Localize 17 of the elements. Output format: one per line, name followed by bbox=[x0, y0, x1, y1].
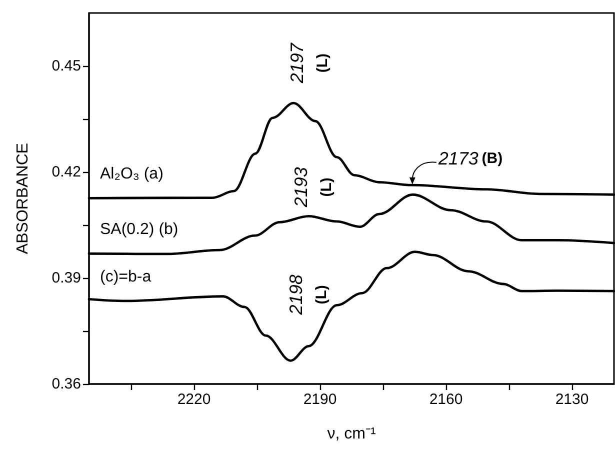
x-tick-label: 2220 bbox=[177, 391, 211, 408]
x-tick-label: 2160 bbox=[429, 391, 463, 408]
annotation: 2193 (L) bbox=[291, 167, 336, 208]
annotation: 2173 (B) bbox=[437, 148, 503, 168]
y-tick-label: 0.45 bbox=[52, 58, 81, 74]
x-tick-label: 2130 bbox=[555, 391, 589, 408]
annotation: 2197 (L) bbox=[287, 42, 332, 84]
x-axis-title: ν, cm⁻¹ bbox=[327, 426, 376, 442]
series-label: SA(0.2) (b) bbox=[100, 221, 178, 238]
x-tick-label: 2190 bbox=[303, 391, 337, 408]
y-tick-label: 0.39 bbox=[52, 270, 81, 286]
y-axis-title: ABSORBANCE bbox=[14, 142, 32, 254]
y-tick-label: 0.42 bbox=[52, 164, 81, 180]
y-tick-label: 0.36 bbox=[52, 376, 81, 392]
annotation: 2198 (L) bbox=[286, 274, 330, 316]
series-label: (c)=b-a bbox=[100, 268, 152, 286]
series-label: Al₂O₃ (a) bbox=[100, 166, 164, 183]
